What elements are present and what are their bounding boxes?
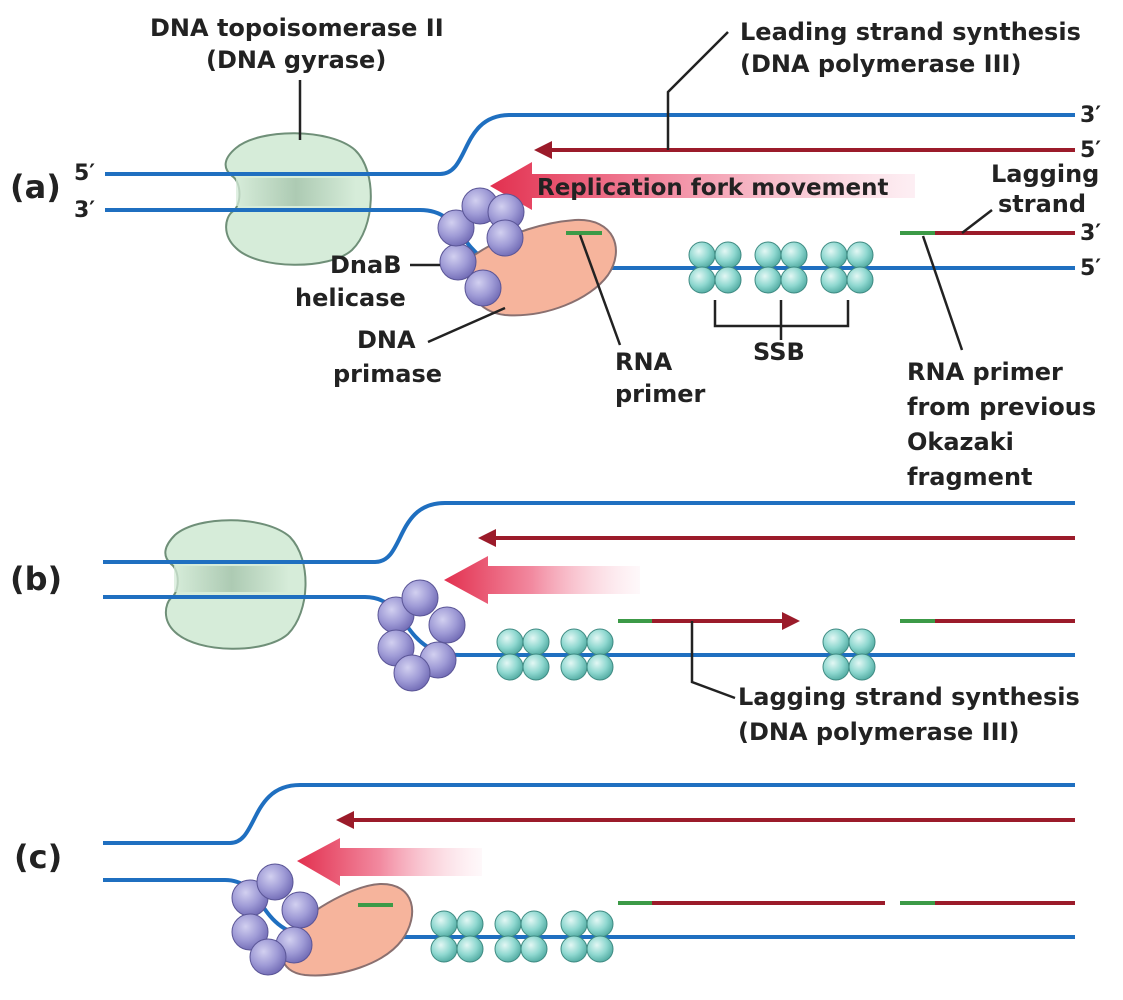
leading-strand-c-arrowhead	[336, 811, 354, 829]
lagging-strand-leader	[961, 209, 993, 234]
leading-strand-arrowhead	[534, 141, 552, 159]
ssb-proteins-c	[430, 910, 614, 963]
panel-b-label: (b)	[10, 560, 62, 598]
prev-primer-label-line2: from previous	[907, 393, 1096, 421]
template-strand-top-c	[103, 783, 1075, 845]
rna-primer-leader	[578, 234, 622, 346]
end-a-bottom-right: 5′	[1080, 256, 1101, 281]
ssb-proteins	[688, 241, 874, 294]
lagging-synthesis-b-arrowhead	[782, 612, 800, 630]
panel-a-label: (a)	[10, 168, 61, 206]
template-strand-top-b	[103, 501, 1075, 564]
dna-gyrase-channel	[236, 178, 356, 206]
dnab-helicase-b	[377, 579, 466, 692]
leading-strand-label-line2: (DNA polymerase III)	[740, 50, 1021, 78]
prev-primer-label-line3: Okazaki	[907, 428, 1014, 456]
lagging-synthesis-leader	[690, 621, 736, 700]
primase-label-line1: DNA	[357, 326, 416, 354]
lagging-synthesis-label-line1: Lagging strand synthesis	[738, 683, 1080, 711]
primase-label-line2: primase	[333, 360, 442, 388]
rna-primer-label-line1: RNA	[615, 348, 673, 376]
template-strand-top	[105, 113, 1075, 176]
dnab-label-line2: helicase	[295, 284, 406, 312]
lagging-strand-label-line2: strand	[998, 190, 1086, 218]
rna-primer-label-line2: primer	[615, 380, 706, 408]
ssb-proteins-b	[496, 628, 876, 681]
topoisomerase-label-line1: DNA topoisomerase II	[150, 14, 444, 42]
dna-gyrase-b-channel	[174, 566, 289, 592]
ssb-bracket	[713, 300, 850, 340]
ssb-label: SSB	[753, 338, 805, 366]
leading-strand-leader	[666, 31, 729, 150]
replication-fork-arrow	[490, 162, 915, 210]
dnab-helicase	[437, 187, 525, 307]
dnab-helicase-c	[231, 863, 319, 976]
end-a-top-right: 3′	[1080, 103, 1101, 128]
replication-fork-label: Replication fork movement	[537, 175, 889, 201]
lagging-synthesis-label-line2: (DNA polymerase III)	[738, 718, 1019, 746]
prev-primer-leader	[921, 235, 964, 351]
topoisomerase-label-line2: (DNA gyrase)	[206, 46, 386, 74]
lagging-strand-label-line1: Lagging	[991, 160, 1099, 188]
panel-c-label: (c)	[14, 838, 62, 876]
leading-strand-b-arrowhead	[478, 529, 496, 547]
panel-a: (a) Replication fork movement	[10, 14, 1101, 491]
replication-fork-arrow-b	[444, 556, 640, 604]
end-a-lagging-right: 3′	[1080, 221, 1101, 246]
dnab-label-line1: DnaB	[330, 251, 402, 279]
end-a-top-left: 5′	[74, 161, 95, 186]
replication-fork-arrow-c	[297, 838, 482, 886]
end-a-leading-right: 5′	[1080, 138, 1101, 163]
panel-c: (c)	[14, 783, 1075, 977]
prev-primer-label-line4: fragment	[907, 463, 1033, 491]
primase-leader	[427, 306, 506, 344]
end-a-bottom-left: 3′	[74, 198, 95, 223]
prev-primer-label-line1: RNA primer	[907, 358, 1063, 386]
panel-b: (b)	[10, 501, 1080, 746]
leading-strand-label-line1: Leading strand synthesis	[740, 18, 1081, 46]
